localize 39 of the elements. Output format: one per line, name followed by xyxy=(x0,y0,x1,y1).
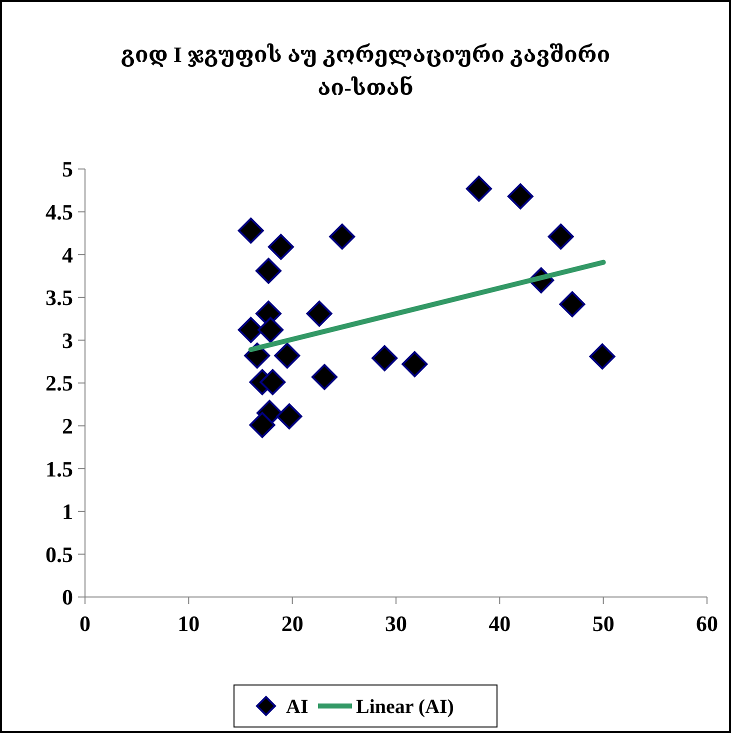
y-tick-label: 4 xyxy=(62,242,73,268)
y-tick-label: 2 xyxy=(62,414,73,438)
point xyxy=(249,412,276,438)
chart-title: გიდ I ჯგუფის აუ კორელაციური კავშირი აი-სთან xyxy=(120,42,610,100)
y-tick-label: 0.5 xyxy=(46,542,73,567)
point xyxy=(466,176,492,202)
point xyxy=(372,345,398,372)
point xyxy=(255,258,282,284)
point xyxy=(238,218,264,244)
point xyxy=(329,224,356,250)
x-tick-label: 60 xyxy=(696,611,718,636)
point xyxy=(276,403,302,430)
y-tick-label: 0 xyxy=(62,584,73,610)
point xyxy=(402,351,428,378)
y-tick-label: 3 xyxy=(62,328,73,353)
x-tick-label: 0 xyxy=(80,611,90,636)
y-tick-label: 4.5 xyxy=(46,200,73,224)
point xyxy=(258,316,284,343)
x-tick-label: 20 xyxy=(281,611,304,636)
y-tick-label: 5 xyxy=(62,156,73,182)
point xyxy=(507,183,534,210)
point xyxy=(559,291,586,318)
legend-label: AI xyxy=(286,696,308,718)
point xyxy=(589,343,616,370)
y-tick-label: 1.5 xyxy=(46,456,73,482)
point xyxy=(274,342,300,369)
x-tick-label: 10 xyxy=(178,611,200,636)
x-tick-label: 40 xyxy=(488,611,511,636)
point xyxy=(268,234,294,260)
point xyxy=(311,364,338,390)
x-tick-label: 30 xyxy=(385,611,407,636)
point xyxy=(306,300,332,327)
y-tick-label: 1 xyxy=(62,499,73,524)
y-tick-label: 3.5 xyxy=(46,285,73,310)
x-tick-label: 50 xyxy=(592,611,614,636)
point xyxy=(260,369,286,396)
point xyxy=(548,224,574,250)
y-tick-label: 2.5 xyxy=(46,370,73,396)
legend-label: Linear (AI) xyxy=(356,696,454,718)
